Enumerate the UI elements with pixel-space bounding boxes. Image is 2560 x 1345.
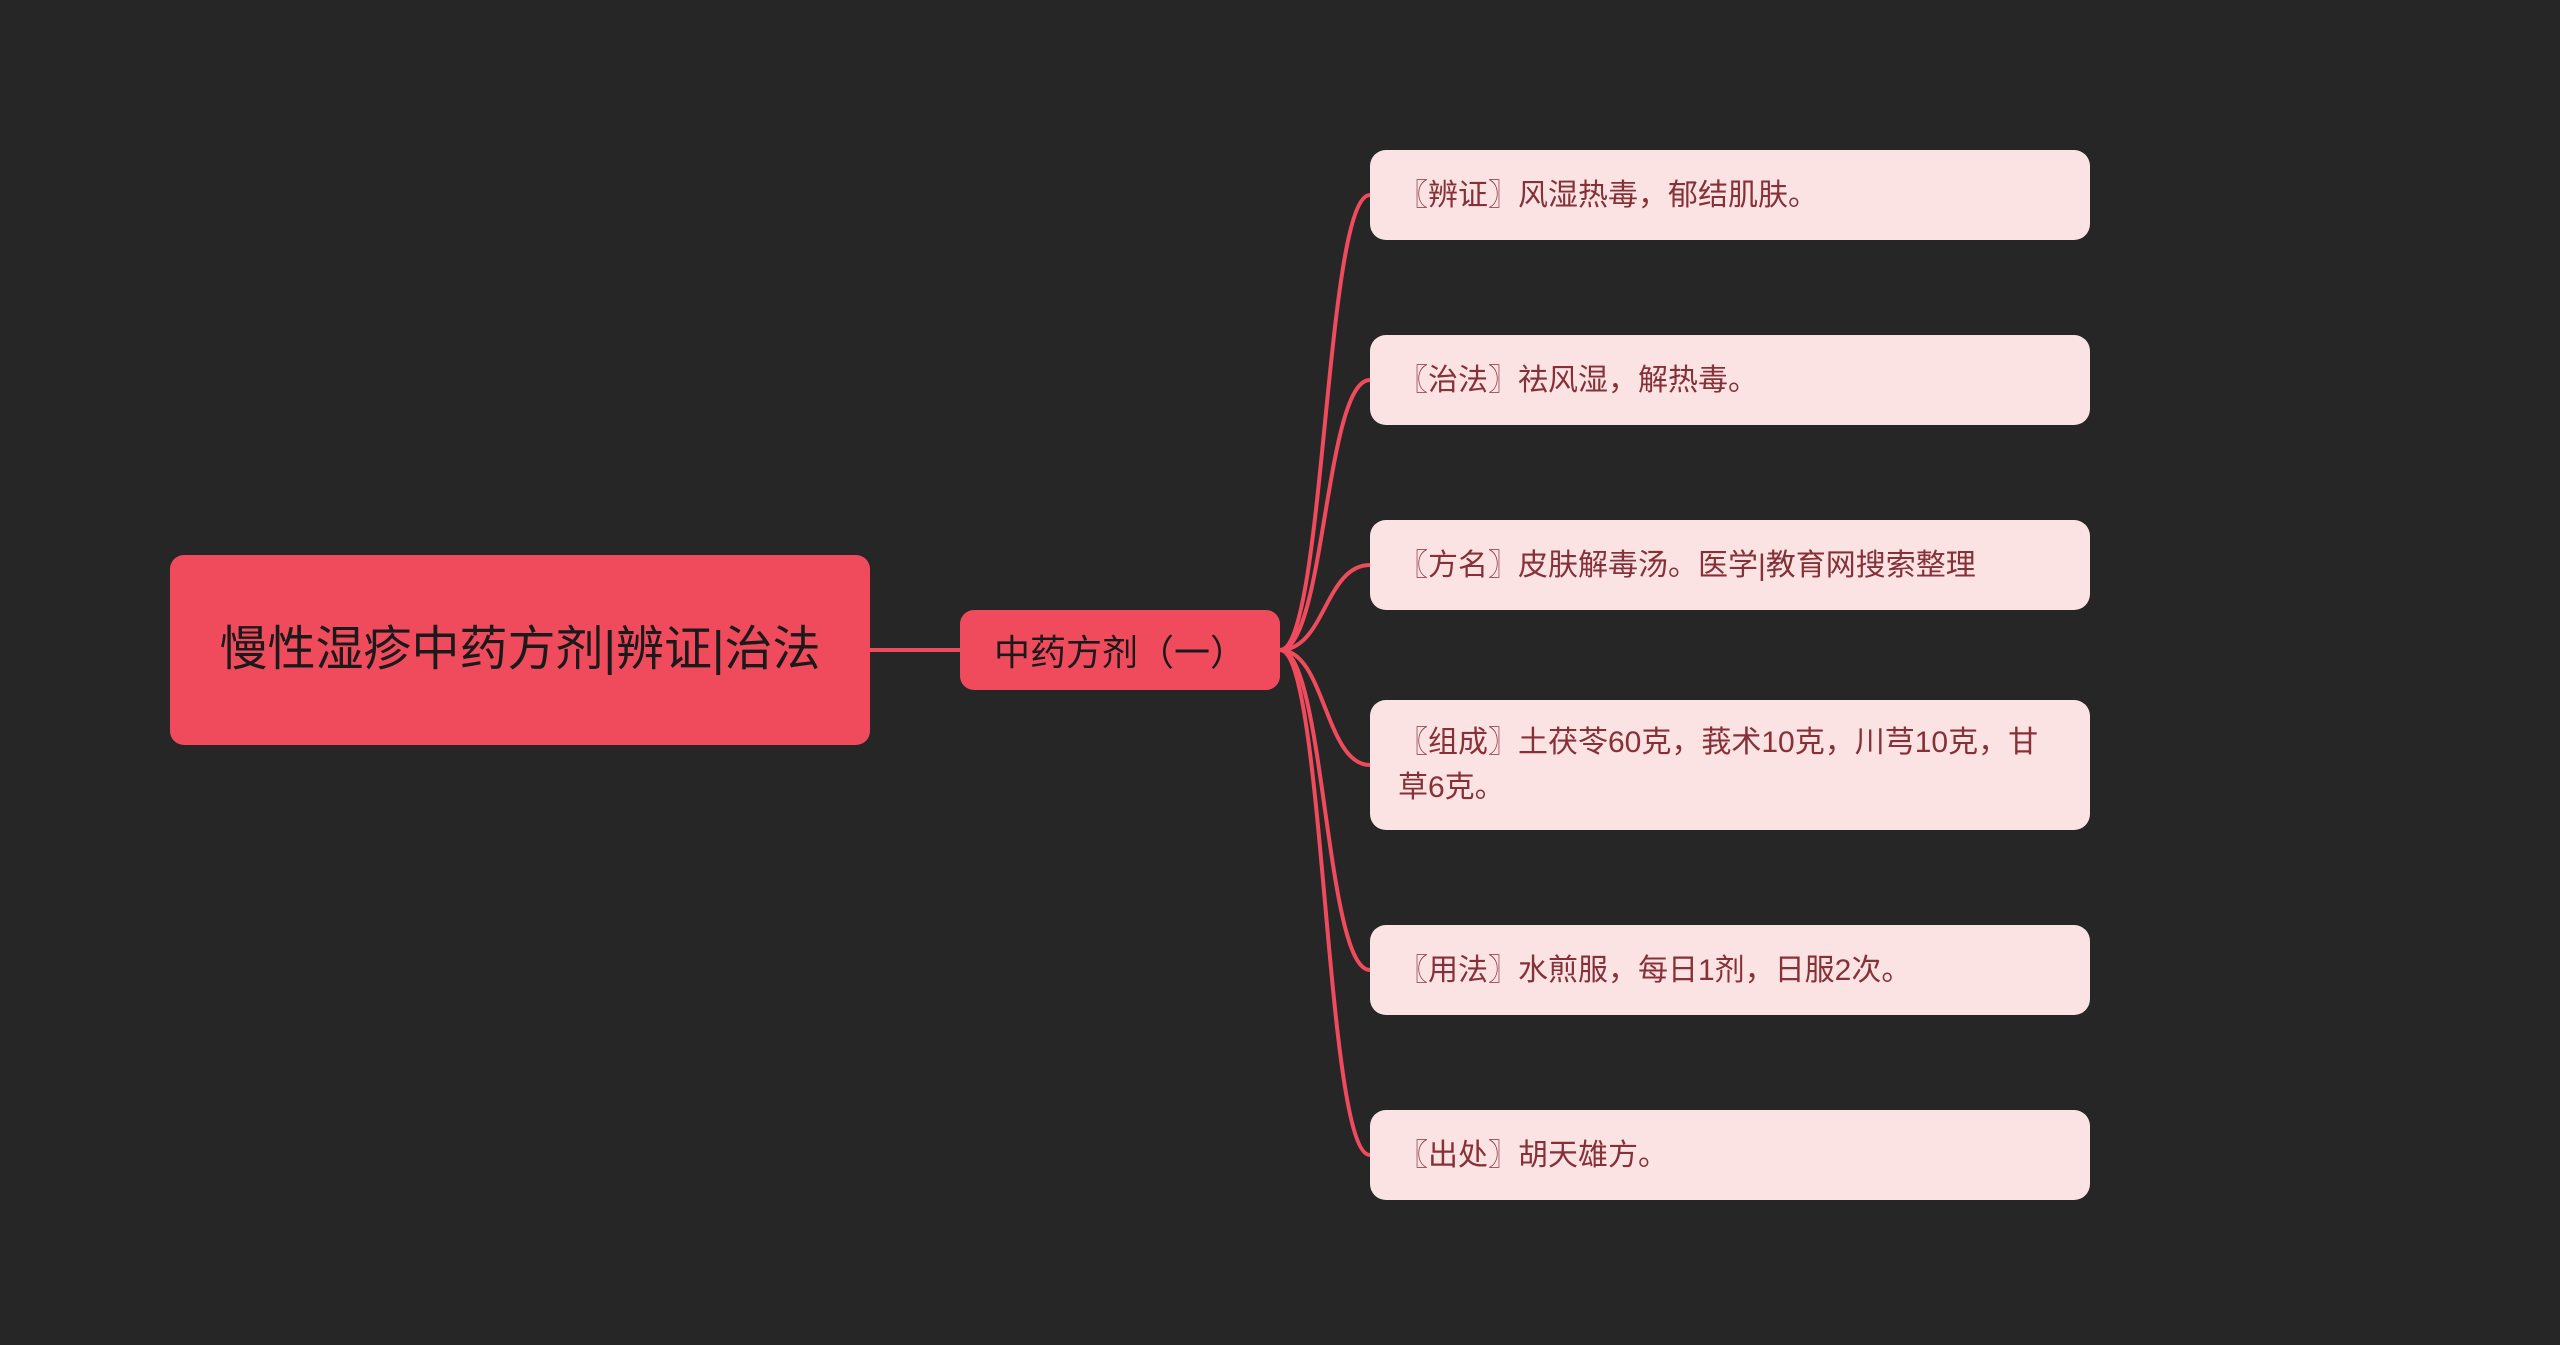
leaf-label: 〖用法〗水煎服，每日1剂，日服2次。 — [1398, 948, 1911, 993]
leaf-node-1[interactable]: 〖治法〗祛风湿，解热毒。 — [1370, 335, 2090, 425]
leaf-label: 〖出处〗胡天雄方。 — [1398, 1133, 1668, 1178]
root-label: 慢性湿疹中药方剂|辨证|治法 — [220, 614, 821, 686]
mindmap-canvas: 慢性湿疹中药方剂|辨证|治法 中药方剂（一） 〖辨证〗风湿热毒，郁结肌肤。〖治法… — [0, 0, 2560, 1345]
leaf-node-0[interactable]: 〖辨证〗风湿热毒，郁结肌肤。 — [1370, 150, 2090, 240]
level1-node[interactable]: 中药方剂（一） — [960, 610, 1280, 690]
leaf-label: 〖辨证〗风湿热毒，郁结肌肤。 — [1398, 173, 1818, 218]
leaf-node-2[interactable]: 〖方名〗皮肤解毒汤。医学|教育网搜索整理 — [1370, 520, 2090, 610]
leaf-node-4[interactable]: 〖用法〗水煎服，每日1剂，日服2次。 — [1370, 925, 2090, 1015]
leaf-label: 〖方名〗皮肤解毒汤。医学|教育网搜索整理 — [1398, 543, 1976, 588]
leaf-label: 〖治法〗祛风湿，解热毒。 — [1398, 358, 1758, 403]
level1-label: 中药方剂（一） — [994, 624, 1246, 676]
leaf-label: 〖组成〗土茯苓60克，莪术10克，川芎10克，甘草6克。 — [1398, 720, 2062, 810]
root-node[interactable]: 慢性湿疹中药方剂|辨证|治法 — [170, 555, 870, 745]
leaf-node-3[interactable]: 〖组成〗土茯苓60克，莪术10克，川芎10克，甘草6克。 — [1370, 700, 2090, 830]
leaf-node-5[interactable]: 〖出处〗胡天雄方。 — [1370, 1110, 2090, 1200]
